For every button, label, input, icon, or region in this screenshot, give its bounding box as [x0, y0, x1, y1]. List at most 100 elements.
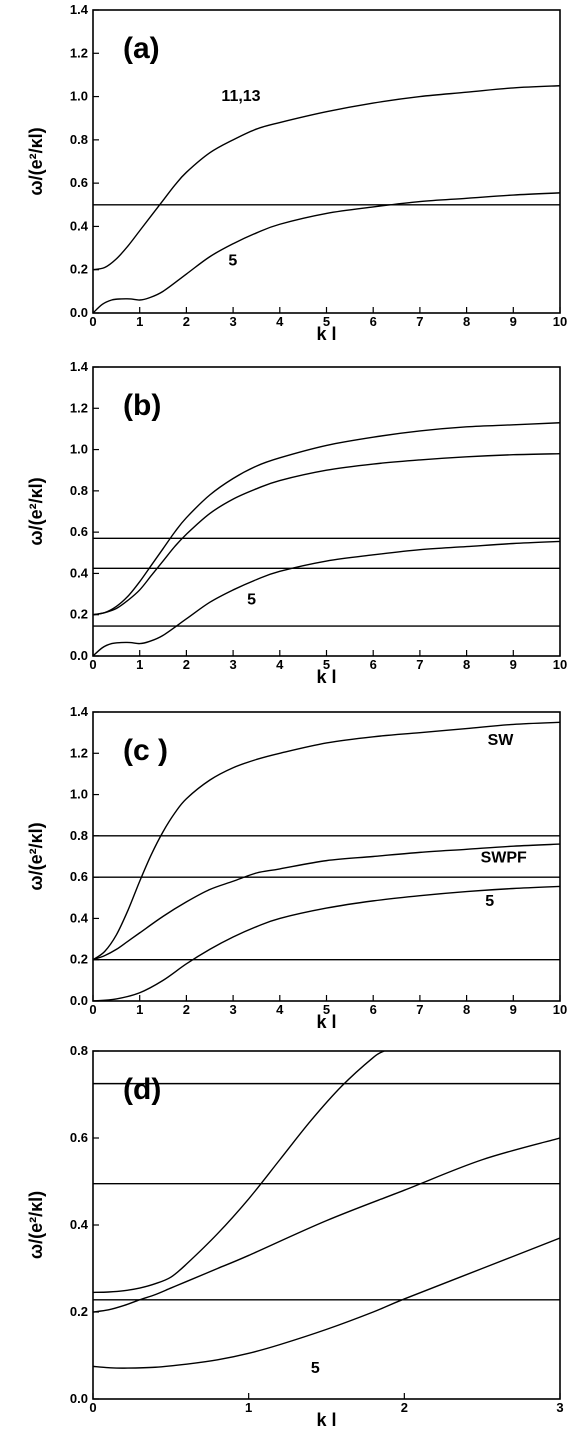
y-tick-label: 0.0: [70, 648, 88, 663]
x-tick-label: 5: [323, 657, 330, 672]
x-tick-label: 4: [276, 1002, 284, 1017]
curve-annotation: 5: [247, 591, 256, 608]
y-tick-label: 0.4: [70, 910, 89, 925]
x-tick-label: 5: [323, 1002, 330, 1017]
panel-c: 0.0 0.2 0.4 0.6 0.8 1.0 1.2 1.4 0 1 2 3 4 5 6 7 8 9 10 k l ω…: [26, 704, 567, 1032]
x-tick-label: 9: [510, 1002, 517, 1017]
y-tick-label: 0.8: [70, 132, 88, 147]
y-tick-label: 0.8: [70, 1043, 88, 1058]
y-tick-label: 0.2: [70, 952, 88, 967]
x-axis-title: k l: [316, 324, 336, 344]
y-tick-label: 1.2: [70, 400, 88, 415]
x-tick-label: 0: [89, 1002, 96, 1017]
y-tick-label: 0.4: [70, 218, 89, 233]
series-line: [93, 1137, 560, 1313]
y-tick-label: 0.0: [70, 993, 88, 1008]
series-line: [93, 540, 560, 656]
curve-annotation: 5: [311, 1360, 320, 1377]
panel-label: (a): [123, 32, 160, 65]
x-tick-label: 10: [553, 657, 567, 672]
curve-annotation: 11,13: [221, 88, 260, 105]
plot-frame: [92, 9, 561, 314]
y-tick-label: 0.2: [70, 262, 88, 277]
series-line: [93, 422, 560, 616]
series-line: [93, 453, 560, 616]
plot-frame: [92, 366, 561, 657]
series-line: [93, 721, 560, 961]
x-tick-label: 2: [183, 657, 190, 672]
x-tick-label: 2: [401, 1400, 408, 1415]
x-tick-label: 1: [136, 314, 143, 329]
y-tick-label: 1.0: [70, 442, 88, 457]
x-tick-label: 3: [229, 314, 236, 329]
series-line: [93, 843, 560, 961]
x-tick-label: 2: [183, 314, 190, 329]
x-axis-title: k l: [316, 1012, 336, 1032]
x-tick-label: 10: [553, 314, 567, 329]
y-tick-label: 0.6: [70, 175, 88, 190]
curve-annotation: SW: [488, 732, 515, 749]
y-tick-label: 0.0: [70, 305, 88, 320]
x-tick-label: 8: [463, 657, 470, 672]
x-tick-label: 3: [556, 1400, 563, 1415]
x-tick-label: 0: [89, 1400, 96, 1415]
panel-label: (c ): [123, 734, 168, 767]
x-tick-label: 4: [276, 657, 284, 672]
plot-area: [93, 721, 560, 1001]
y-tick-label: 1.2: [70, 745, 88, 760]
x-tick-label: 1: [245, 1400, 252, 1415]
x-tick-label: 8: [463, 314, 470, 329]
y-axis-title: ω/(e²/κl): [26, 127, 46, 195]
y-tick-label: 1.0: [70, 89, 88, 104]
x-tick-label: 7: [416, 314, 423, 329]
x-tick-label: 9: [510, 657, 517, 672]
x-tick-label: 9: [510, 314, 517, 329]
curve-annotation: SWPF: [481, 850, 527, 867]
x-tick-label: 6: [370, 1002, 377, 1017]
y-tick-label: 0.4: [70, 1217, 89, 1232]
x-tick-label: 3: [229, 1002, 236, 1017]
panel-label: (b): [123, 389, 161, 422]
panel-label: (d): [123, 1073, 161, 1106]
series-line: [93, 1237, 560, 1369]
x-tick-label: 7: [416, 1002, 423, 1017]
y-tick-label: 0.8: [70, 828, 88, 843]
x-tick-label: 6: [370, 657, 377, 672]
x-tick-label: 1: [136, 1002, 143, 1017]
panel-d: 0.0 0.2 0.4 0.6 0.8 0 1 2 3 k l ω/(e²/κl) (d) 5: [26, 1043, 564, 1430]
x-tick-label: 4: [276, 314, 284, 329]
series-line: [93, 885, 560, 1001]
x-tick-label: 6: [370, 314, 377, 329]
y-tick-label: 1.4: [70, 704, 89, 719]
x-tick-label: 2: [183, 1002, 190, 1017]
y-axis-title: ω/(e²/κl): [26, 477, 46, 545]
y-tick-label: 0.2: [70, 1304, 88, 1319]
y-tick-label: 1.4: [70, 359, 89, 374]
y-axis-title: ω/(e²/κl): [26, 1191, 46, 1259]
x-tick-label: 0: [89, 314, 96, 329]
curve-annotation: 5: [485, 893, 494, 910]
x-tick-label: 5: [323, 314, 330, 329]
x-tick-label: 8: [463, 1002, 470, 1017]
series-line: [93, 1051, 385, 1294]
y-tick-label: 1.0: [70, 787, 88, 802]
series-line: [93, 85, 560, 271]
x-axis-title: k l: [316, 667, 336, 687]
plot-area: [93, 1051, 560, 1369]
y-tick-label: 0.6: [70, 524, 88, 539]
y-tick-label: 1.4: [70, 2, 89, 17]
y-tick-label: 0.0: [70, 1391, 88, 1406]
x-tick-label: 10: [553, 1002, 567, 1017]
x-tick-label: 0: [89, 657, 96, 672]
x-tick-label: 1: [136, 657, 143, 672]
y-axis-title: ω/(e²/κl): [26, 822, 46, 890]
series-line: [93, 192, 560, 313]
y-tick-label: 0.2: [70, 607, 88, 622]
plot-area: [93, 85, 560, 313]
x-axis-title: k l: [316, 1410, 336, 1430]
y-tick-label: 0.6: [70, 869, 88, 884]
y-tick-label: 0.8: [70, 483, 88, 498]
x-tick-label: 7: [416, 657, 423, 672]
y-tick-label: 0.6: [70, 1130, 88, 1145]
